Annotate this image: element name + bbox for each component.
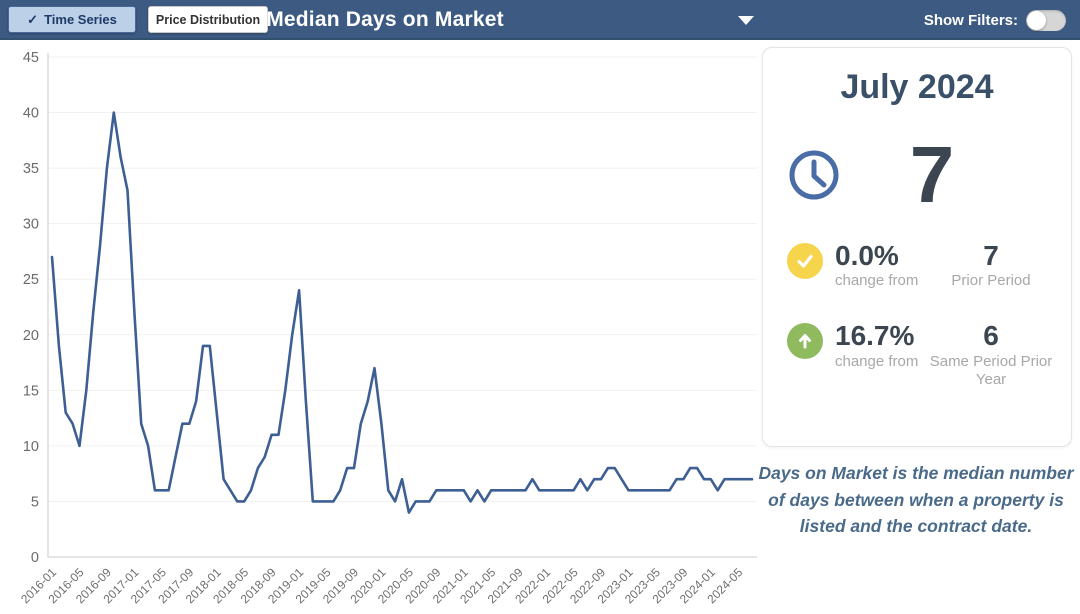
svg-text:5: 5 [31,494,39,510]
svg-text:0: 0 [31,550,39,566]
prior-period-value: 7 [983,240,999,271]
prior-period-value-caption: Prior Period [951,272,1031,290]
svg-text:10: 10 [23,439,39,455]
prior-year-value: 6 [983,320,999,352]
time-series-tab-label: Time Series [44,12,117,27]
price-distribution-tab[interactable]: Price Distribution [148,6,268,33]
page-title: Median Days on Market [266,8,504,31]
prior-period-change: 0.0% change from [835,240,925,290]
check-icon: ✓ [27,11,39,27]
show-filters-label: Show Filters: [923,11,1018,29]
svg-text:15: 15 [23,383,39,399]
check-circle-icon [787,243,823,279]
prior-year-pct-caption: change from [835,352,919,370]
up-arrow-circle-icon [787,323,823,360]
chart-title-dropdown[interactable]: Median Days on Market [0,0,770,40]
summary-card: July 2024 7 0.0% change from 7 Prior Per… [762,47,1072,447]
current-value-row: 7 [787,135,1053,215]
toggle-knob [1027,10,1046,30]
period-title: July 2024 [840,68,994,106]
svg-text:20: 20 [23,328,39,344]
prior-year-pct: 16.7% [835,320,915,352]
current-value: 7 [909,130,955,219]
top-toolbar: ✓ Time Series Price Distribution Median … [0,0,1080,40]
metric-description: Days on Market is the median number of d… [758,463,1074,537]
time-series-chart: 0 5 10 15 20 25 30 35 40 45 2016-01 2016-05 2016-09 2… [0,40,770,614]
prior-year-value-caption: Same Period Prior Year [929,352,1053,389]
svg-text:25: 25 [23,272,39,288]
chevron-down-icon[interactable] [738,16,754,25]
svg-text:35: 35 [23,161,39,177]
svg-text:40: 40 [23,106,39,122]
prior-period-value-block: 7 Prior Period [925,241,1057,291]
svg-text:45: 45 [23,50,39,66]
clock-icon [789,150,839,200]
prior-period-row: 0.0% change from 7 Prior Period [787,241,1057,291]
prior-year-row: 16.7% change from 6 Same Period Prior Ye… [787,321,1057,390]
svg-text:30: 30 [23,217,39,233]
prior-year-value-block: 6 Same Period Prior Year [925,321,1057,390]
line-chart-canvas: 0510152025303540452016-012016-052016-092… [18,50,757,606]
prior-year-change: 16.7% change from [835,320,925,370]
show-filters-control: Show Filters: [924,0,1066,40]
price-distribution-tab-label: Price Distribution [155,12,261,27]
prior-period-pct-caption: change from [835,272,919,290]
show-filters-toggle[interactable] [1026,9,1066,31]
time-series-tab[interactable]: ✓ Time Series [8,6,136,33]
prior-period-pct: 0.0% [835,240,899,271]
